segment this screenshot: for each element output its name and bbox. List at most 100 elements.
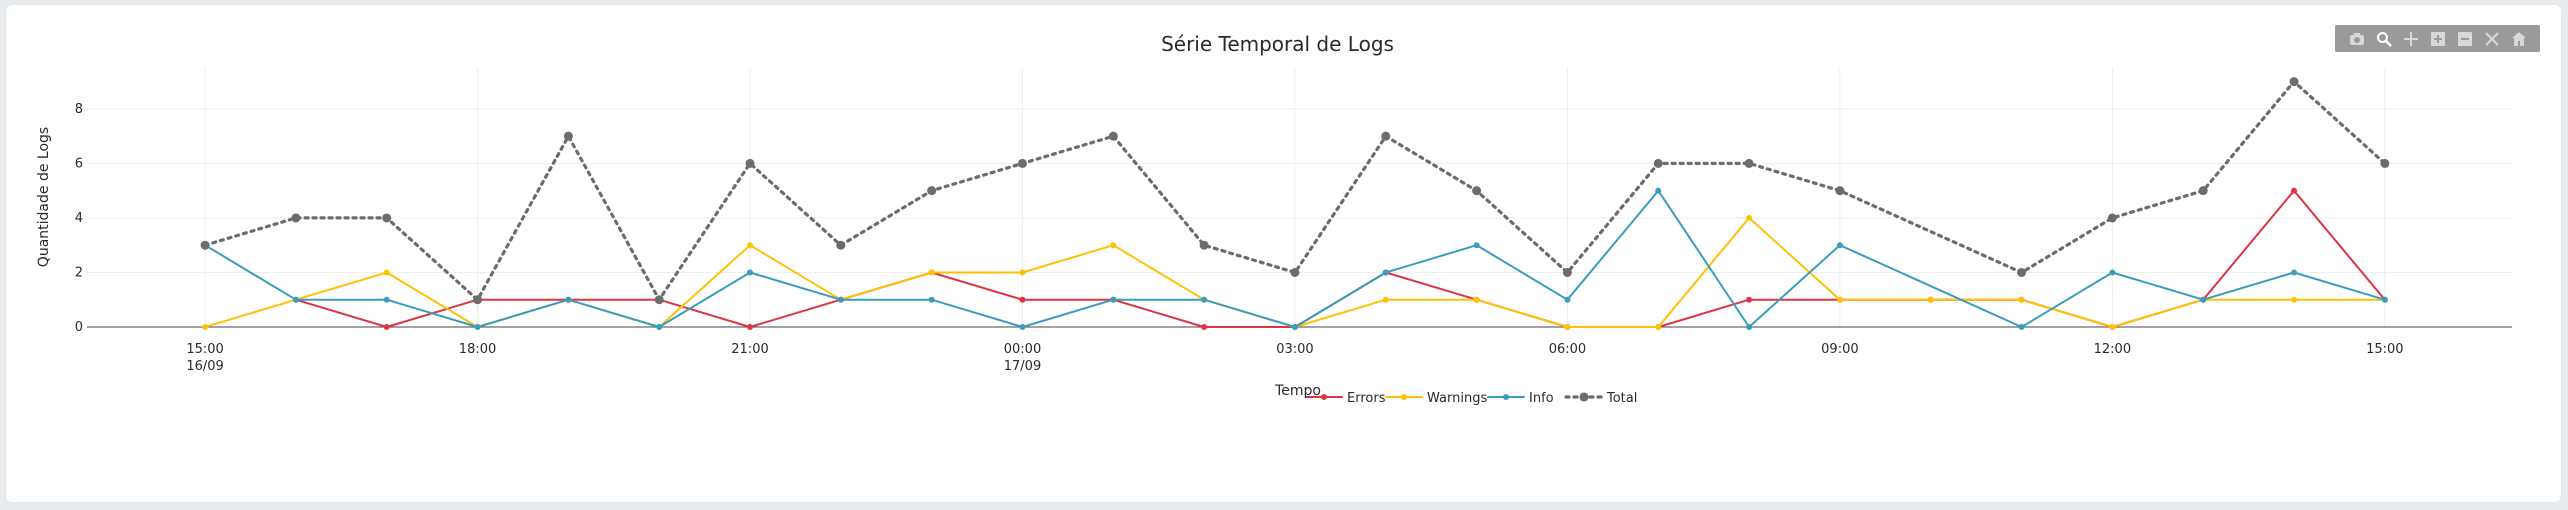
data-point-warnings: [202, 324, 209, 330]
data-point-errors: [747, 324, 754, 330]
data-point-warnings: [928, 269, 935, 276]
data-point-info: [565, 296, 572, 303]
pan-icon[interactable]: [2402, 30, 2420, 48]
data-point-warnings: [1019, 269, 1026, 276]
data-point-info: [1201, 296, 1208, 303]
data-point-total: [382, 213, 392, 223]
data-point-info: [383, 296, 390, 303]
legend-marker-warnings: [1401, 394, 1407, 400]
data-point-warnings: [1473, 296, 1480, 303]
data-point-warnings: [1382, 296, 1389, 303]
data-point-info: [2018, 324, 2025, 330]
x-tick-label: 21:00: [731, 342, 768, 357]
data-point-total: [1199, 240, 1209, 250]
data-point-info: [1473, 242, 1480, 249]
series-line-info: [204, 189, 2386, 328]
data-point-info: [2291, 269, 2298, 276]
data-point-info: [837, 296, 844, 303]
data-point-info: [1382, 269, 1389, 276]
y-tick-label: 6: [75, 156, 83, 171]
data-point-warnings: [1927, 296, 1934, 303]
data-point-total: [200, 240, 210, 250]
data-point-info: [1019, 324, 1026, 330]
data-point-info: [1564, 296, 1571, 303]
x-tick-label: 00:00: [1004, 342, 1041, 357]
data-point-total: [2380, 158, 2390, 168]
camera-icon[interactable]: [2348, 30, 2366, 48]
series-line-total: [203, 79, 2387, 302]
reset-axes-icon[interactable]: [2510, 30, 2528, 48]
y-tick-label: 0: [75, 320, 83, 335]
legend-label-info: Info: [1529, 391, 1554, 406]
zoom-out-icon[interactable]: [2456, 30, 2474, 48]
data-point-total: [654, 295, 664, 305]
x-tick-label: 03:00: [1276, 342, 1313, 357]
data-point-total: [1381, 131, 1391, 141]
data-point-info: [2200, 296, 2207, 303]
data-point-warnings: [1110, 242, 1117, 249]
legend-label-errors: Errors: [1347, 391, 1386, 406]
data-point-total: [1653, 158, 1663, 168]
chart-title: Série Temporal de Logs: [1161, 32, 1394, 56]
data-point-total: [836, 240, 846, 250]
data-point-errors: [383, 324, 390, 330]
legend-label-warnings: Warnings: [1427, 391, 1487, 406]
autoscale-icon[interactable]: [2483, 30, 2501, 48]
x-tick-label: 12:00: [2094, 342, 2131, 357]
legend-marker-info: [1503, 394, 1509, 400]
data-point-info: [1655, 187, 1662, 194]
data-point-total: [291, 213, 301, 223]
data-point-info: [2381, 296, 2388, 303]
x-tick-label: 06:00: [1549, 342, 1586, 357]
data-point-total: [1562, 267, 1572, 277]
data-point-info: [1746, 324, 1753, 330]
data-point-total: [1835, 186, 1845, 196]
data-point-info: [474, 324, 481, 330]
data-point-info: [1836, 242, 1843, 249]
y-axis-title: Quantidade de Logs: [36, 127, 52, 267]
data-point-total: [2107, 213, 2117, 223]
y-tick-label: 4: [75, 211, 83, 226]
data-point-total: [1472, 186, 1482, 196]
data-point-errors: [1019, 296, 1026, 303]
data-point-errors: [1201, 324, 1208, 330]
data-point-info: [747, 269, 754, 276]
data-point-warnings: [2018, 296, 2025, 303]
data-point-total: [563, 131, 573, 141]
data-point-total: [927, 186, 937, 196]
data-point-info: [2109, 269, 2116, 276]
data-point-info: [928, 296, 935, 303]
data-point-warnings: [383, 269, 390, 276]
data-point-warnings: [1836, 296, 1843, 303]
data-point-total: [473, 295, 483, 305]
data-point-info: [292, 296, 299, 303]
data-point-warnings: [2291, 296, 2298, 303]
data-point-errors: [2291, 187, 2298, 194]
data-point-warnings: [2109, 324, 2116, 330]
data-point-warnings: [747, 242, 754, 249]
chart-modebar: [2335, 25, 2540, 52]
zoom-icon[interactable]: [2375, 30, 2393, 48]
zoom-in-icon[interactable]: [2429, 30, 2447, 48]
data-point-total: [1017, 158, 1027, 168]
data-point-total: [2289, 77, 2299, 87]
y-tick-label: 8: [75, 102, 83, 117]
data-point-info: [1110, 296, 1117, 303]
data-point-total: [2198, 186, 2208, 196]
data-point-total: [745, 158, 755, 168]
x-tick-sublabel: 17/09: [1004, 359, 1041, 374]
data-point-total: [1744, 158, 1754, 168]
x-tick-sublabel: 16/09: [186, 359, 223, 374]
legend-label-total: Total: [1606, 391, 1637, 406]
chart-card: [6, 5, 2561, 502]
data-point-errors: [1746, 296, 1753, 303]
data-point-warnings: [1746, 214, 1753, 221]
data-point-warnings: [1564, 324, 1571, 330]
y-tick-label: 2: [75, 265, 83, 280]
x-tick-label: 09:00: [1821, 342, 1858, 357]
x-tick-label: 15:00: [2366, 342, 2403, 357]
x-axis-title: Tempo: [1274, 383, 1321, 399]
data-point-total: [1108, 131, 1118, 141]
x-tick-label: 18:00: [459, 342, 496, 357]
